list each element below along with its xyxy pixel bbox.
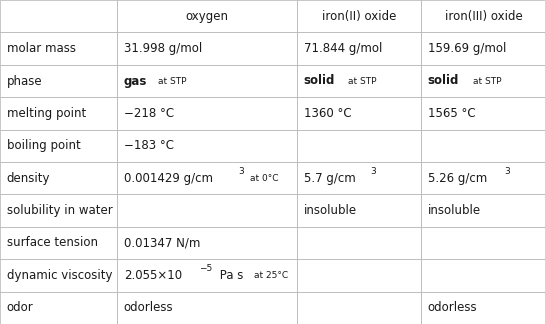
Bar [297, 0, 421, 32]
Bar [297, 32, 421, 65]
Text: solid: solid [304, 75, 335, 87]
Text: at 25°C: at 25°C [255, 271, 288, 280]
Bar [117, 292, 297, 324]
Bar [0, 227, 117, 259]
Bar [297, 162, 421, 194]
Text: at STP: at STP [473, 76, 501, 86]
Text: solubility in water: solubility in water [7, 204, 112, 217]
Text: 159.69 g/mol: 159.69 g/mol [428, 42, 506, 55]
Text: at STP: at STP [348, 76, 377, 86]
Text: odorless: odorless [428, 301, 477, 314]
Bar [0, 259, 117, 292]
Bar [421, 65, 545, 97]
Text: −218 °C: −218 °C [124, 107, 174, 120]
Bar [297, 97, 421, 130]
Bar [421, 32, 545, 65]
Text: 2.055×10: 2.055×10 [124, 269, 182, 282]
Bar [0, 32, 117, 65]
Text: 0.01347 N/m: 0.01347 N/m [124, 237, 200, 249]
Bar [0, 0, 117, 32]
Text: 3: 3 [239, 167, 244, 176]
Text: density: density [7, 172, 50, 185]
Text: phase: phase [7, 75, 42, 87]
Bar [297, 65, 421, 97]
Text: boiling point: boiling point [7, 139, 80, 152]
Text: −5: −5 [199, 264, 212, 273]
Text: at 0°C: at 0°C [250, 174, 279, 183]
Bar [421, 162, 545, 194]
Bar [0, 97, 117, 130]
Bar [117, 162, 297, 194]
Bar [297, 259, 421, 292]
Text: 3: 3 [371, 167, 376, 176]
Text: dynamic viscosity: dynamic viscosity [7, 269, 112, 282]
Bar [421, 0, 545, 32]
Bar [117, 0, 297, 32]
Bar [297, 227, 421, 259]
Text: 0.001429 g/cm: 0.001429 g/cm [124, 172, 213, 185]
Bar [0, 162, 117, 194]
Bar [421, 97, 545, 130]
Text: iron(III) oxide: iron(III) oxide [445, 10, 522, 23]
Text: solid: solid [428, 75, 459, 87]
Bar [297, 292, 421, 324]
Bar [421, 259, 545, 292]
Text: molar mass: molar mass [7, 42, 76, 55]
Bar [117, 65, 297, 97]
Text: 5.7 g/cm: 5.7 g/cm [304, 172, 355, 185]
Bar [117, 97, 297, 130]
Text: 3: 3 [504, 167, 510, 176]
Bar [0, 130, 117, 162]
Bar [421, 194, 545, 227]
Text: 5.26 g/cm: 5.26 g/cm [428, 172, 487, 185]
Text: surface tension: surface tension [7, 237, 98, 249]
Bar [297, 194, 421, 227]
Text: −183 °C: −183 °C [124, 139, 174, 152]
Text: iron(II) oxide: iron(II) oxide [322, 10, 396, 23]
Text: 1360 °C: 1360 °C [304, 107, 351, 120]
Text: odorless: odorless [124, 301, 173, 314]
Text: gas: gas [124, 75, 147, 87]
Text: melting point: melting point [7, 107, 86, 120]
Text: at STP: at STP [158, 76, 187, 86]
Bar [117, 130, 297, 162]
Text: insoluble: insoluble [304, 204, 356, 217]
Bar [117, 32, 297, 65]
Bar [117, 259, 297, 292]
Bar [0, 65, 117, 97]
Bar [297, 130, 421, 162]
Text: Pa s: Pa s [216, 269, 243, 282]
Bar [421, 227, 545, 259]
Text: 31.998 g/mol: 31.998 g/mol [124, 42, 202, 55]
Text: odor: odor [7, 301, 33, 314]
Bar [421, 130, 545, 162]
Text: insoluble: insoluble [428, 204, 481, 217]
Bar [0, 194, 117, 227]
Bar [421, 292, 545, 324]
Bar [117, 227, 297, 259]
Bar [117, 194, 297, 227]
Bar [0, 292, 117, 324]
Text: oxygen: oxygen [186, 10, 228, 23]
Text: 1565 °C: 1565 °C [428, 107, 475, 120]
Text: 71.844 g/mol: 71.844 g/mol [304, 42, 382, 55]
